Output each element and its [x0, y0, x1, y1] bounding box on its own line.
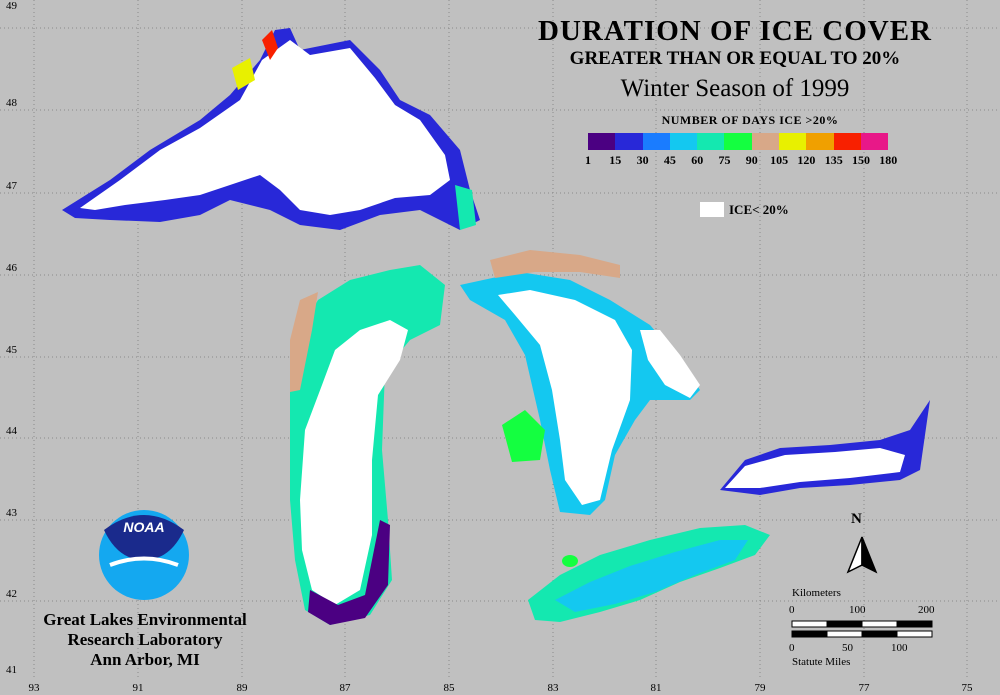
lon-label-87: 87: [339, 682, 351, 694]
legend-swatch: [860, 133, 889, 150]
scale-mi-tick-0: 0: [789, 642, 795, 654]
lat-label-43: 43: [6, 507, 17, 519]
lon-label-83: 83: [547, 682, 559, 694]
lake-superior: [62, 28, 480, 230]
lat-label-47: 47: [6, 180, 17, 192]
scale-km-tick-100: 100: [849, 604, 866, 616]
lon-label-75: 75: [961, 682, 973, 694]
north-arrow-label: N: [851, 511, 862, 527]
title-block: DURATION OF ICE COVER GREATER THAN OR EQ…: [520, 14, 950, 106]
lat-label-44: 44: [6, 425, 17, 437]
legend-swatch: [588, 133, 616, 150]
legend-swatch: [669, 133, 698, 150]
legend-swatch: [697, 133, 725, 150]
lat-label-41: 41: [6, 664, 17, 676]
scale-km-tick-0: 0: [789, 604, 795, 616]
legend-color-bar: [588, 133, 889, 150]
lake-st-clair: [562, 555, 578, 567]
lake-superior-east-bays: [455, 185, 476, 230]
lake-michigan-south-band: [308, 520, 390, 625]
legend-swatch: [724, 133, 752, 150]
legend-tick-label: 120: [797, 153, 816, 167]
legend-swatch: [833, 133, 861, 150]
legend-swatch: [615, 133, 643, 150]
north-channel: [490, 250, 620, 278]
ice-lt-20-swatch: [700, 202, 724, 217]
legend-tick-label: 180: [879, 153, 898, 167]
lon-label-77: 77: [858, 682, 870, 694]
legend-tick-label: 45: [663, 153, 676, 167]
legend-title: NUMBER OF DAYS ICE >20%: [661, 113, 839, 127]
lat-label-46: 46: [6, 262, 17, 274]
scale-km-label: Kilometers: [792, 587, 841, 599]
lake-superior-open: [80, 40, 450, 215]
noaa-logo-text: NOAA: [123, 519, 165, 535]
legend-swatch: [642, 133, 670, 150]
lake-erie: [528, 525, 770, 622]
map-subtitle: GREATER THAN OR EQUAL TO 20%: [569, 48, 901, 69]
legend-tick-label: 90: [745, 153, 758, 167]
lon-label-91: 91: [132, 682, 144, 694]
scale-mi-label: Statute Miles: [792, 656, 851, 668]
lat-label-45: 45: [6, 344, 17, 356]
lon-label-79: 79: [754, 682, 766, 694]
org-line-1: Great Lakes Environmental: [43, 610, 247, 629]
lon-label-85: 85: [443, 682, 455, 694]
lon-label-89: 89: [236, 682, 248, 694]
lake-ontario: [720, 400, 930, 495]
lake-superior-nipigon-bay: [262, 30, 278, 60]
legend-swatch: [751, 133, 780, 150]
georgian-bay-open: [640, 330, 700, 398]
legend-tick-label: 105: [770, 153, 789, 167]
organization-credit: Great Lakes Environmental Research Labor…: [20, 610, 270, 670]
saginaw-bay: [502, 410, 545, 462]
map-season: Winter Season of 1999: [620, 75, 850, 102]
scale-bars: [791, 620, 933, 638]
legend-swatch: [779, 133, 807, 150]
north-arrow: [846, 536, 878, 574]
map-title: DURATION OF ICE COVER: [538, 15, 932, 47]
lon-label-81: 81: [650, 682, 662, 694]
org-line-3: Ann Arbor, MI: [90, 650, 200, 669]
lat-label-42: 42: [6, 588, 17, 600]
lat-label-48: 48: [6, 97, 17, 109]
legend-tick-label: 30: [636, 153, 649, 167]
lake-erie-open: [555, 540, 748, 612]
noaa-logo: [99, 510, 189, 600]
scale-mi-tick-100: 100: [891, 642, 908, 654]
org-line-2: Research Laboratory: [67, 630, 223, 649]
legend-swatch: [806, 133, 834, 150]
legend-tick-label: 135: [824, 153, 843, 167]
lat-label-49: 49: [6, 0, 17, 12]
lake-huron: [460, 250, 700, 515]
legend-tick-label: 75: [718, 153, 731, 167]
lake-superior-thunder-bay: [232, 58, 255, 90]
scale-km-tick-200: 200: [918, 604, 935, 616]
lake-huron-open: [498, 290, 632, 505]
lon-label-93: 93: [28, 682, 40, 694]
lake-michigan: [290, 265, 445, 625]
legend-tick-label: 60: [691, 153, 704, 167]
legend-tick-label: 15: [609, 153, 622, 167]
scale-mi-tick-50: 50: [842, 642, 853, 654]
legend-tick-label: 1: [585, 153, 591, 167]
green-bay: [290, 292, 318, 392]
ice-lt-20-label: ICE< 20%: [729, 202, 789, 217]
legend-tick-label: 150: [852, 153, 870, 167]
lake-ontario-open: [725, 448, 905, 488]
lake-michigan-open: [300, 320, 408, 605]
